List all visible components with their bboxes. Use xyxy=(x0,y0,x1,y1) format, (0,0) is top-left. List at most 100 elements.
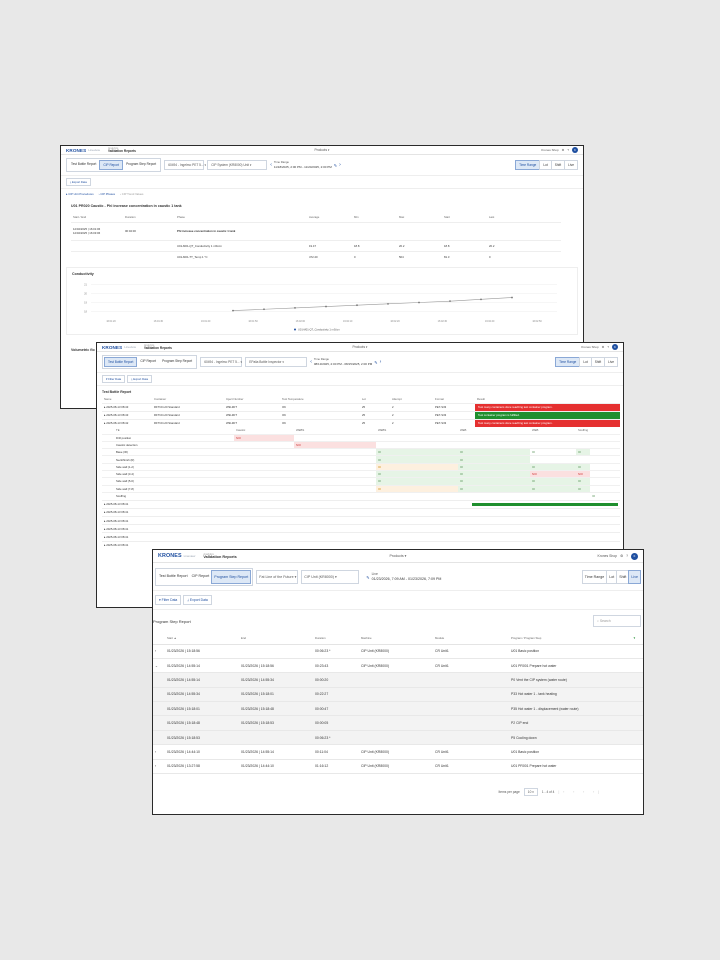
tab-program-step[interactable]: Program Step Report xyxy=(159,357,196,367)
tab-time-range[interactable]: Time Range xyxy=(581,570,608,584)
products-menu[interactable]: Products ▾ xyxy=(389,554,407,558)
edit-icon[interactable]: ✎ xyxy=(333,162,338,168)
table-row[interactable]: › 01/23/2026 | 14:44:10 01/23/2026 | 14:55… xyxy=(153,745,643,760)
help-icon[interactable]: ? xyxy=(626,554,628,558)
expand-icon[interactable]: ▸ xyxy=(104,535,107,540)
table-row[interactable]: ⌄ 01/23/2026 | 14:55:14 01/23/2026 | 15:18… xyxy=(153,658,643,673)
col-start[interactable]: Start ▲ xyxy=(167,635,177,640)
tab-time-range[interactable]: Time Range xyxy=(555,357,581,367)
table-row[interactable]: 12/02/2025 | 16:01:06 12/02/2025 | 16:03:… xyxy=(71,222,561,240)
tab-program-step[interactable]: Program Step Report xyxy=(123,160,160,170)
expand-icon[interactable]: ▸ xyxy=(104,518,107,523)
expand-icon[interactable]: ▸ xyxy=(104,502,107,507)
user-name[interactable]: Krones Shop xyxy=(581,345,599,349)
gear-icon[interactable]: ⚙ xyxy=(620,554,624,558)
crumb-unit-procedures[interactable]: ▸ CIP Unit Procedures xyxy=(66,192,94,196)
line-select[interactable]: 60494 - Ingelmo PET 5... ▾ xyxy=(200,357,243,367)
page-nav-icons[interactable]: |‹ ‹ › ›| xyxy=(558,790,603,794)
filter-icon[interactable]: ▼ xyxy=(633,635,636,640)
col-last: Last xyxy=(489,214,495,219)
user-name[interactable]: Krones Shop xyxy=(541,148,559,152)
tab-test-bottle[interactable]: Test Bottle Report xyxy=(68,160,100,170)
crumb-phases[interactable]: › CIP Phases xyxy=(98,192,116,196)
table-row[interactable]: ▸ 2025-08-13 08:42 RFTCD-20 Standard W9L3D… xyxy=(102,419,620,427)
products-menu[interactable]: Products ▾ xyxy=(352,345,368,349)
tab-time-range[interactable]: Time Range xyxy=(515,160,541,170)
detail-name: Base (IR) xyxy=(116,450,128,455)
expand-icon[interactable]: ▸ xyxy=(104,405,107,409)
unit-select[interactable]: CIP System (KR8000) Unit ▾ xyxy=(207,160,268,170)
edit-icon[interactable]: ✎ xyxy=(366,574,370,580)
table-row[interactable]: ▸ 2025-08-13 08:43 RFTCD-20 Standard W9L3D… xyxy=(102,411,620,419)
next-arrow-icon[interactable]: › xyxy=(379,359,382,365)
table-row[interactable]: ▸ 2025-08-13 08:41 xyxy=(102,516,620,525)
tab-shift[interactable]: Shift xyxy=(590,357,606,367)
prev-arrow-icon[interactable]: ‹ xyxy=(270,162,272,168)
table-row[interactable]: ▸ 2025-08-13 08:41 xyxy=(102,541,620,549)
tab-cip-report[interactable]: CIP Report xyxy=(137,357,160,367)
edit-icon[interactable]: ✎ xyxy=(374,359,378,365)
unit-select[interactable]: CIP Unit (KR8000) ▾ xyxy=(301,570,360,584)
table-row[interactable]: ▸ 2025-08-13 08:41 xyxy=(102,532,620,541)
prev-arrow-icon[interactable]: ‹ xyxy=(310,359,312,365)
chevron-right-icon[interactable]: › xyxy=(155,749,157,754)
avatar[interactable]: K xyxy=(572,147,578,153)
products-menu[interactable]: Products ▾ xyxy=(314,148,330,152)
expand-icon[interactable]: ▸ xyxy=(104,413,107,417)
tab-cip-report[interactable]: CIP Report xyxy=(99,160,124,170)
search-input[interactable]: ⌕ Search xyxy=(593,615,641,627)
help-icon[interactable]: ? xyxy=(567,148,569,152)
tab-live[interactable]: Live xyxy=(628,570,641,584)
expand-icon[interactable]: ▸ xyxy=(104,543,107,548)
export-button[interactable]: ⤓ Export Data xyxy=(66,178,91,186)
filter-button[interactable]: ▾ Filter Data xyxy=(155,595,182,605)
table-row[interactable]: ▸ 2025-08-13 08:41 xyxy=(102,500,620,508)
tab-test-bottle[interactable]: Test Bottle Report xyxy=(157,570,190,584)
inspector-select[interactable]: EPalia Bottle Inspector ▾ xyxy=(245,357,308,367)
phase-title-text: U01 PR020 Caustic - Phl increase concent… xyxy=(71,204,182,208)
chevron-down-icon[interactable]: ⌄ xyxy=(155,663,159,668)
filter-button[interactable]: ▾ Filter Data xyxy=(102,375,126,383)
line-select[interactable]: 60494 - Ingelmo PET 5... ▾ xyxy=(164,160,206,170)
cell-value: 2025-08-13 08:43 xyxy=(106,405,129,409)
expand-icon[interactable]: ▸ xyxy=(104,526,107,531)
detail-cell xyxy=(294,463,376,470)
user-name[interactable]: Krones Shop xyxy=(597,554,618,558)
tab-program-step[interactable]: Program Step Report xyxy=(211,570,252,584)
avatar[interactable]: K xyxy=(612,344,618,350)
table-row[interactable]: 01/23/2026 | 15:18:01 01/23/2026 | 15:18:… xyxy=(153,701,643,716)
table-row[interactable]: ▸ 2025-08-13 08:41 xyxy=(102,524,620,533)
export-button[interactable]: ⤓ Export Data xyxy=(127,375,153,383)
table-row[interactable]: 01/23/2026 | 15:18:48 01/23/2026 | 15:18:… xyxy=(153,715,643,731)
help-icon[interactable]: ? xyxy=(607,345,609,349)
next-arrow-icon[interactable]: › xyxy=(339,162,341,168)
table-row[interactable]: › 01/23/2026 | 15:18:56 00:06:23 * CIP Unit… xyxy=(153,644,643,659)
table-row[interactable]: 01/23/2026 | 14:55:14 01/23/2026 | 14:55:… xyxy=(153,672,643,688)
export-button[interactable]: ⤓ Export Data xyxy=(183,595,212,605)
tab-shift[interactable]: Shift xyxy=(550,160,566,170)
table-row[interactable]: 01/23/2026 | 15:18:53 00:06:23 * P5 Coolin… xyxy=(153,730,643,745)
col-duration: Duration xyxy=(315,635,326,640)
table-row[interactable]: › 01/23/2026 | 13:27:58 01/23/2026 | 14:44… xyxy=(153,759,643,774)
table-row[interactable]: U01-M01-TT_Temp 1 °C 472.20 0 504 81.3 0 xyxy=(71,251,561,262)
expand-icon[interactable]: ▸ xyxy=(104,421,107,426)
page-size-select[interactable]: 10 ▾ xyxy=(523,788,538,796)
tab-cip-report[interactable]: CIP Report xyxy=(189,570,212,584)
chevron-right-icon[interactable]: › xyxy=(155,649,157,654)
avatar[interactable]: K xyxy=(631,552,638,560)
gear-icon[interactable]: ⚙ xyxy=(561,148,565,152)
tab-live[interactable]: Live xyxy=(564,160,578,170)
table-row[interactable]: U01-M01-QT_Conductivity 1 mS/cm 19.47 18… xyxy=(71,240,561,251)
table-row[interactable]: ▸ 2025-08-13 08:43 RFTCD-20 Standard W9L3D… xyxy=(102,403,620,411)
tab-test-bottle[interactable]: Test Bottle Report xyxy=(104,357,138,367)
expand-icon[interactable]: ▸ xyxy=(104,510,107,515)
gear-icon[interactable]: ⚙ xyxy=(601,345,605,349)
table-row[interactable]: ▸ 2025-08-13 08:41 xyxy=(102,508,620,516)
detail-cell xyxy=(590,470,620,477)
table-row[interactable]: 01/23/2026 | 14:55:34 01/23/2026 | 15:18:… xyxy=(153,687,643,702)
crumb-3: CIP Trend Values xyxy=(121,192,144,196)
tab-live[interactable]: Live xyxy=(604,357,618,367)
subrow-avg: 19.47 xyxy=(309,243,316,248)
line-select[interactable]: Fat Line of the Future ▾ xyxy=(256,570,299,584)
chevron-right-icon[interactable]: › xyxy=(155,764,157,769)
